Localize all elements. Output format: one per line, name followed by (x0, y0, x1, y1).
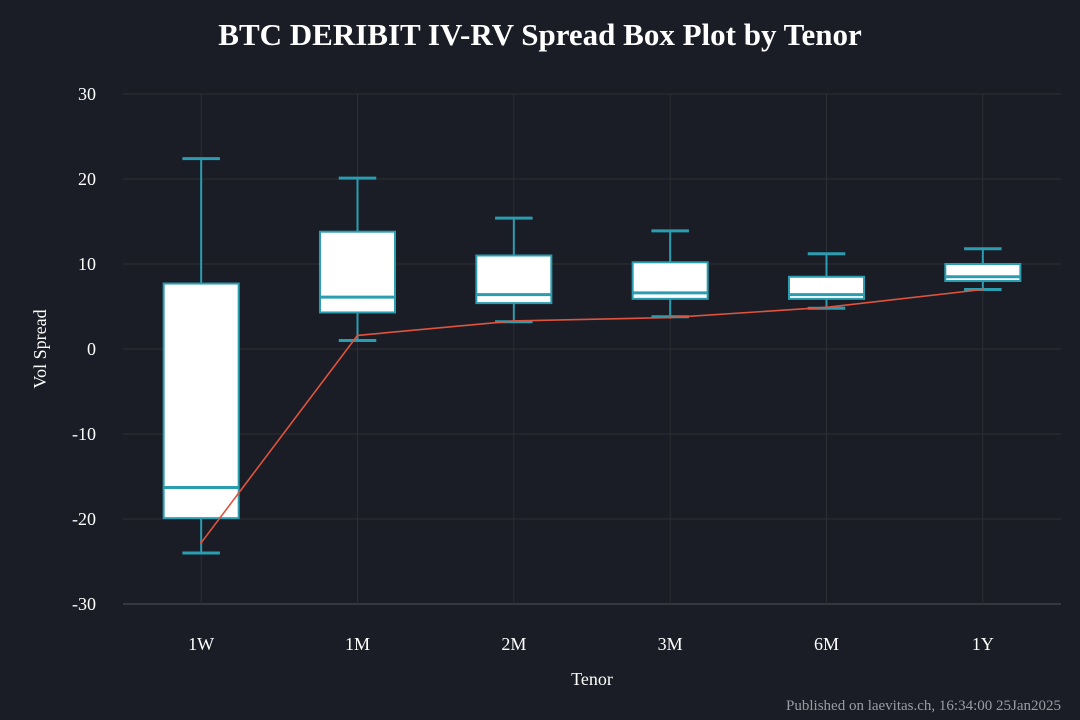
y-axis-label: Vol Spread (30, 309, 50, 388)
line-point (981, 288, 985, 291)
x-tick-label: 1W (188, 634, 214, 654)
box-iqr (162, 282, 240, 520)
box-6M (787, 252, 866, 310)
box-1Y (944, 247, 1022, 291)
line-point (668, 316, 672, 319)
box-2M (475, 216, 553, 324)
box-series (162, 157, 1022, 555)
box-iqr (318, 230, 397, 314)
y-tick-label: -10 (72, 424, 96, 444)
grid-layer (123, 93, 1061, 605)
x-axis-label: Tenor (571, 669, 613, 689)
y-tick-label: 20 (78, 169, 96, 189)
x-tick-label: 1M (345, 634, 370, 654)
y-tick-label: 30 (78, 84, 96, 104)
y-tick-label: 10 (78, 254, 96, 274)
box-iqr (944, 263, 1022, 282)
y-axis-ticks: 30 20 10 0 -10 -20 -30 (72, 84, 96, 614)
line-point (512, 319, 516, 323)
box-1W (162, 157, 240, 555)
line-point (825, 306, 828, 309)
y-tick-label: 0 (87, 339, 96, 359)
x-tick-label: 3M (658, 634, 683, 654)
x-tick-label: 1Y (972, 634, 994, 654)
chart-title: BTC DERIBIT IV-RV Spread Box Plot by Ten… (218, 17, 862, 52)
y-tick-label: -30 (72, 594, 96, 614)
box-1M (318, 176, 397, 342)
x-tick-label: 6M (814, 634, 839, 654)
y-tick-label: -20 (72, 509, 96, 529)
box-3M (631, 229, 709, 319)
footer-published: Published on laevitas.ch, 16:34:00 25Jan… (786, 698, 1061, 714)
line-point (199, 541, 203, 544)
x-tick-label: 2M (501, 634, 526, 654)
line-series (199, 288, 985, 544)
spread-line (200, 288, 983, 544)
x-axis-ticks: 1W 1M 2M 3M 6M 1Y (188, 634, 994, 654)
line-point (356, 334, 359, 337)
